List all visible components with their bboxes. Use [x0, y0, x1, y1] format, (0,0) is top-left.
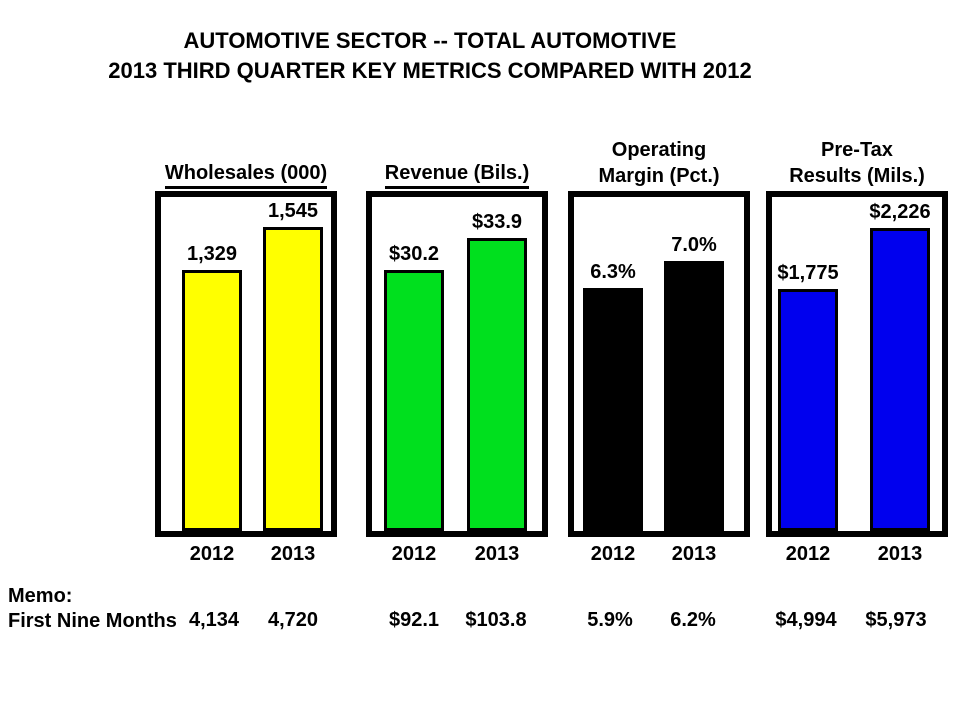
panel-title: Operating Margin (Pct.)	[554, 130, 764, 189]
axis-year-label: 2012	[590, 543, 636, 565]
axis-year-label: 2013	[270, 543, 316, 565]
bar-value-label: $1,775	[777, 262, 839, 284]
bar-value-label: $33.9	[471, 211, 523, 233]
panel-title: Wholesales (000)	[141, 130, 351, 189]
chart-frame: 1,329 1,545	[155, 191, 337, 537]
axis-labels: 2012 2013	[161, 543, 331, 567]
memo-value: $5,973	[865, 609, 927, 631]
page-title: AUTOMOTIVE SECTOR -- TOTAL AUTOMOTIVE 20…	[0, 26, 860, 86]
bar-2012	[778, 289, 838, 531]
axis-labels: 2012 2013	[372, 543, 542, 567]
bar-2013	[467, 238, 527, 531]
panel-title-text: Operating	[611, 139, 707, 161]
page-title-line1: AUTOMOTIVE SECTOR -- TOTAL AUTOMOTIVE	[183, 28, 677, 53]
memo-label: Memo:	[8, 585, 73, 607]
axis-year-label: 2012	[391, 543, 437, 565]
axis-year-label: 2013	[671, 543, 717, 565]
memo-value: 4,134	[188, 609, 240, 631]
bar-2013	[870, 228, 930, 531]
bar-2013	[664, 261, 724, 531]
chart-frame: $1,775 $2,226	[766, 191, 948, 537]
panel-title-text: Revenue (Bils.)	[384, 160, 530, 189]
memo-value: 5.9%	[587, 609, 633, 631]
panel-title-text: Results (Mils.)	[789, 165, 925, 187]
chart-panel-revenue: Revenue (Bils.) $30.2 $33.9 2012 2013	[366, 130, 548, 580]
chart-panel-wholesales: Wholesales (000) 1,329 1,545 2012 2013	[155, 130, 337, 580]
axis-year-label: 2012	[785, 543, 831, 565]
bar-2012	[583, 288, 643, 531]
axis-year-label: 2012	[189, 543, 235, 565]
panel-title-text: Wholesales (000)	[164, 160, 328, 189]
bar-2012	[384, 270, 444, 531]
panel-title: Pre-Tax Results (Mils.)	[752, 130, 960, 189]
axis-year-label: 2013	[877, 543, 923, 565]
chart-panel-operating-margin: Operating Margin (Pct.) 6.3% 7.0% 2012 2…	[568, 130, 750, 580]
memo-block: Memo: First Nine Months	[8, 584, 177, 634]
chart-panel-pretax-results: Pre-Tax Results (Mils.) $1,775 $2,226 20…	[766, 130, 948, 580]
bar-value-label: 6.3%	[590, 261, 636, 283]
panel-title-text: Margin (Pct.)	[598, 165, 720, 187]
axis-labels: 2012 2013	[574, 543, 744, 567]
bar-2012	[182, 270, 242, 531]
memo-value: $103.8	[465, 609, 527, 631]
panel-title-text: Pre-Tax	[821, 139, 893, 161]
bar-value-label: 7.0%	[671, 234, 717, 256]
memo-value: $92.1	[388, 609, 440, 631]
bar-2013	[263, 227, 323, 531]
bar-value-label: 1,329	[186, 243, 238, 265]
memo-value: 4,720	[267, 609, 319, 631]
bar-value-label: $2,226	[869, 201, 931, 223]
memo-value: 6.2%	[670, 609, 716, 631]
memo-value: $4,994	[775, 609, 837, 631]
panel-title: Revenue (Bils.)	[352, 130, 562, 189]
memo-row-label: First Nine Months	[8, 610, 177, 632]
axis-year-label: 2013	[474, 543, 520, 565]
chart-frame: 6.3% 7.0%	[568, 191, 750, 537]
page-title-line2: 2013 THIRD QUARTER KEY METRICS COMPARED …	[108, 58, 752, 83]
bar-value-label: $30.2	[388, 243, 440, 265]
chart-frame: $30.2 $33.9	[366, 191, 548, 537]
axis-labels: 2012 2013	[772, 543, 942, 567]
bar-value-label: 1,545	[267, 200, 319, 222]
